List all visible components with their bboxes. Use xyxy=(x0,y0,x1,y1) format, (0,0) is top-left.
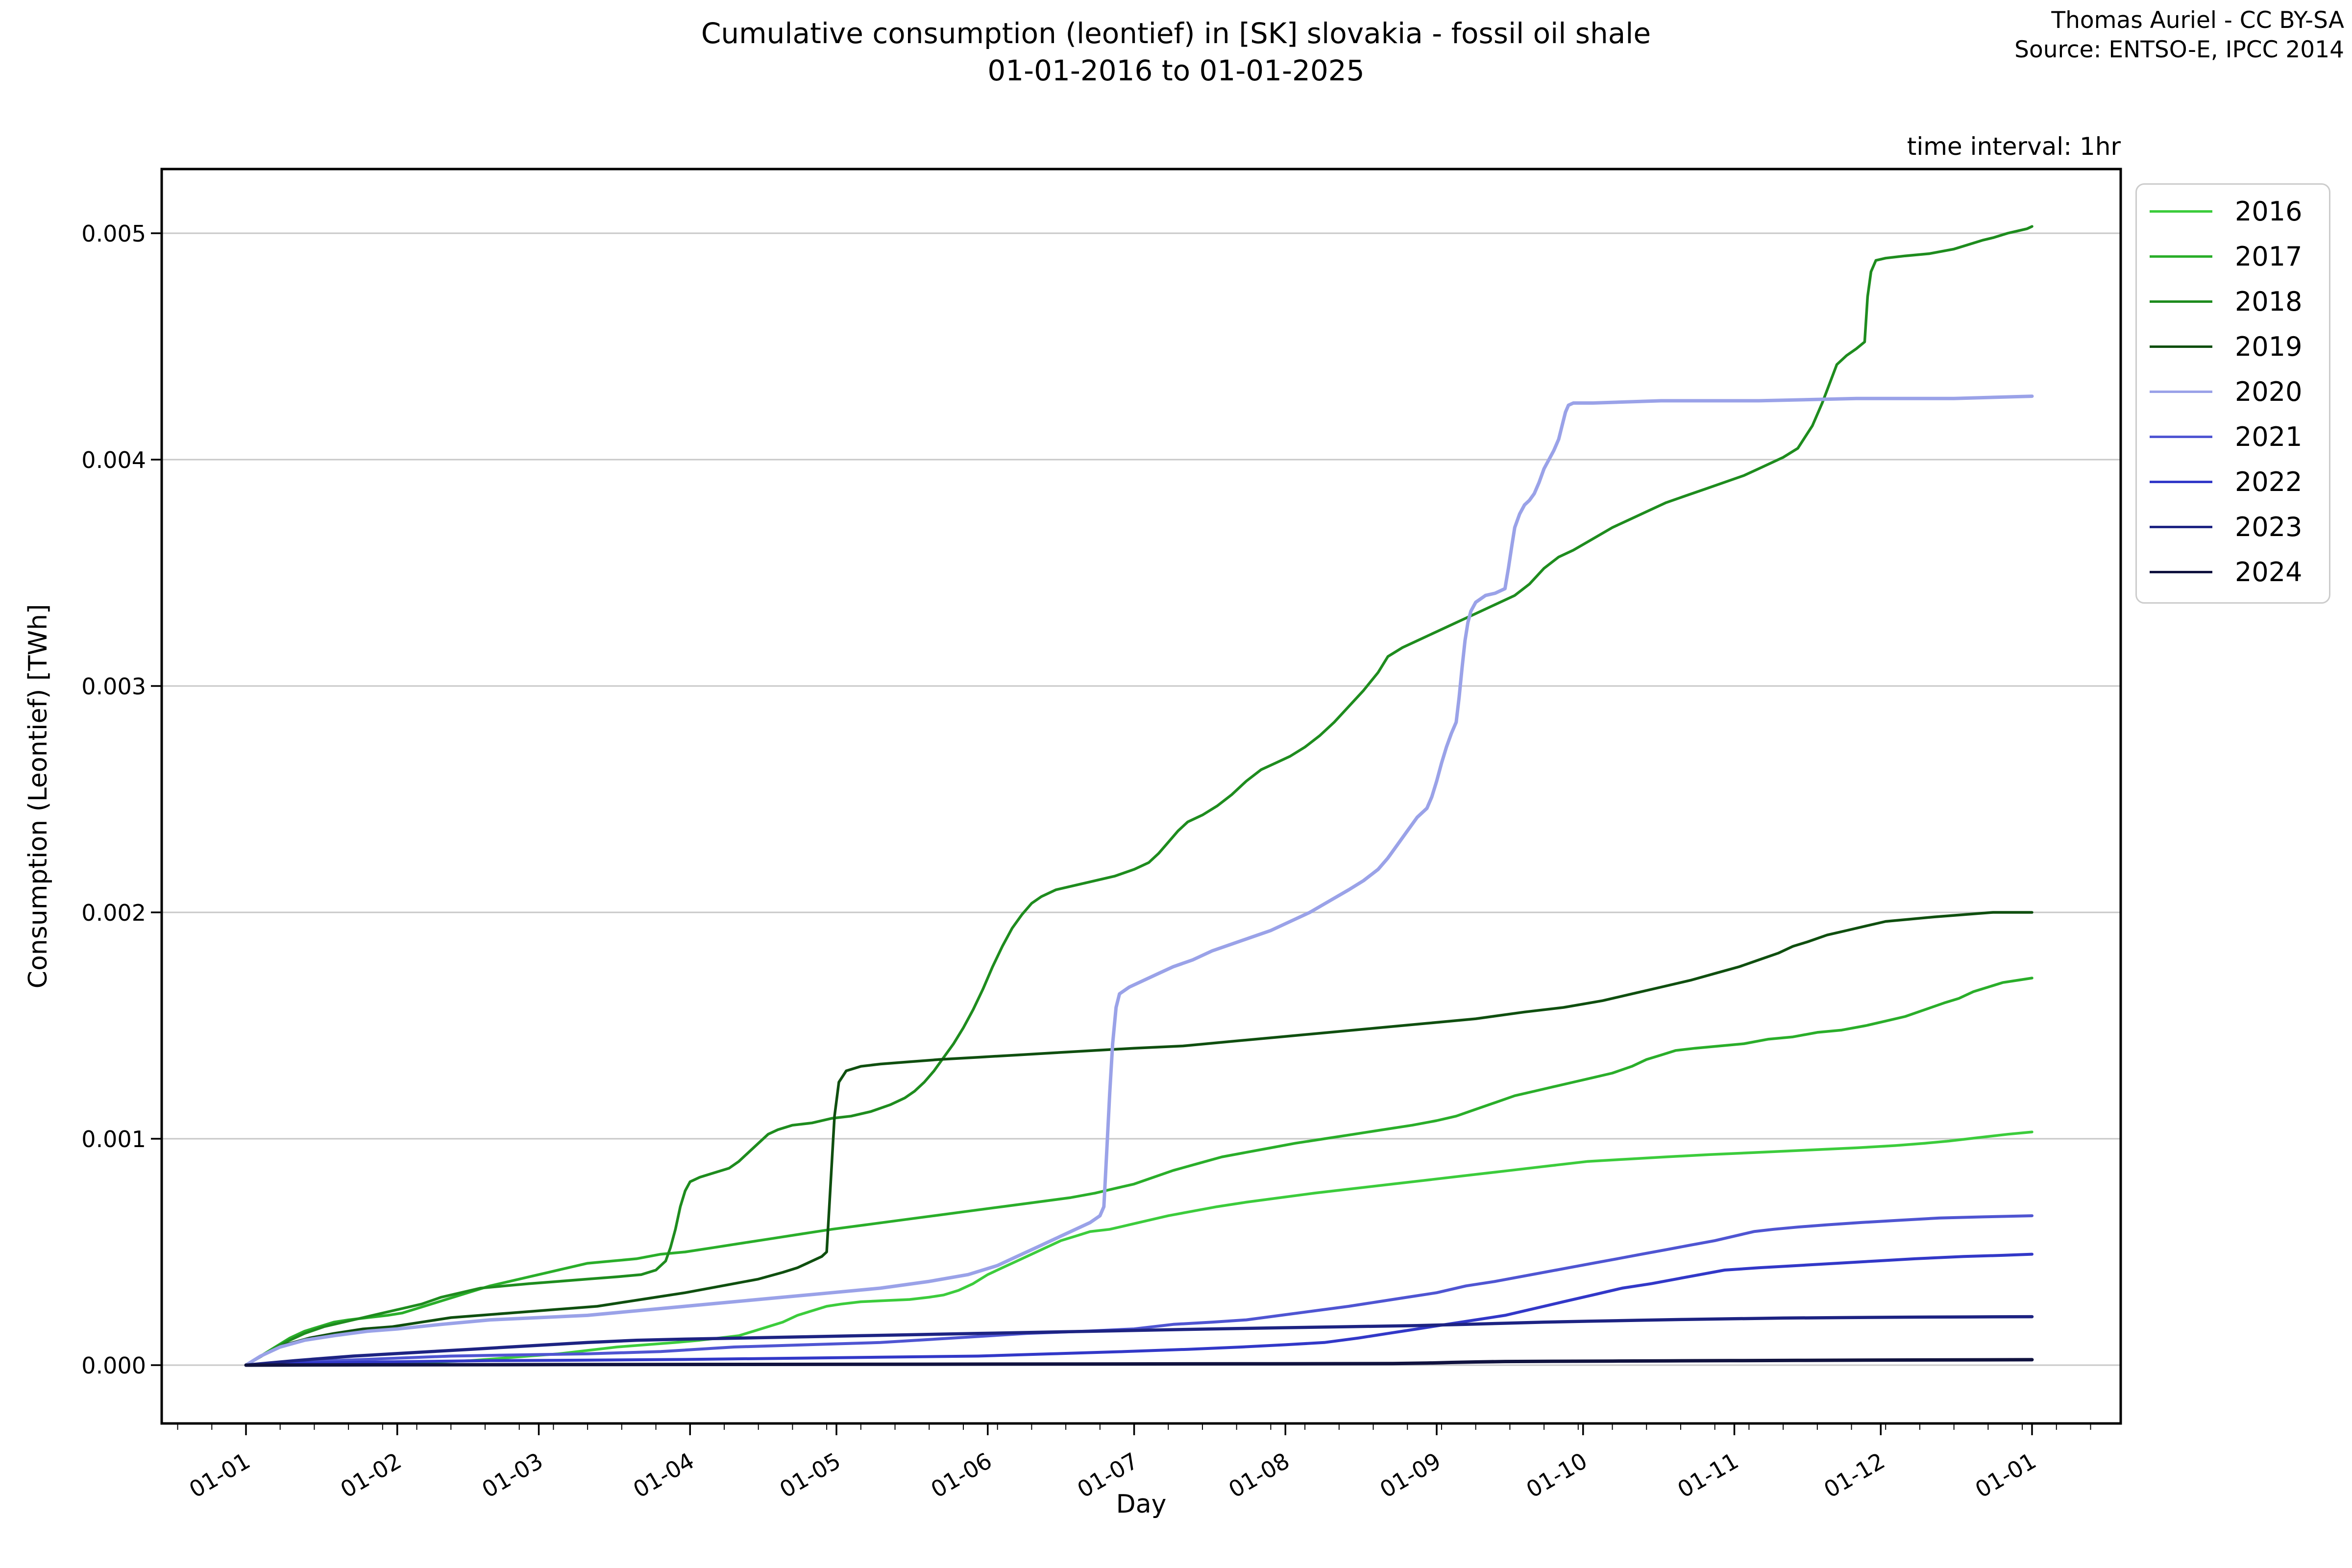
series-line-2023 xyxy=(244,1315,2034,1367)
series-line-2020 xyxy=(244,394,2034,1367)
legend-label: 2024 xyxy=(2235,556,2303,588)
plot-border xyxy=(160,168,2122,1425)
x-tick-label: 01-05 xyxy=(775,1447,845,1503)
attribution-author: Thomas Auriel - CC BY-SA xyxy=(2051,7,2344,34)
legend-item-2022: 2022 xyxy=(2150,459,2329,504)
y-tick-label: 0.005 xyxy=(81,220,146,247)
y-tick-label: 0.004 xyxy=(81,447,146,473)
x-tick-label: 01-04 xyxy=(629,1447,699,1503)
chart-title-line2: 01-01-2016 to 01-01-2025 xyxy=(987,54,1365,87)
x-tick-label: 01-07 xyxy=(1073,1447,1143,1503)
chart-title: Cumulative consumption (leontief) in [SK… xyxy=(0,15,2352,89)
legend-label: 2022 xyxy=(2235,466,2303,497)
legend-label: 2021 xyxy=(2235,421,2303,452)
series-line-2021 xyxy=(245,1214,2034,1367)
x-tick-label: 01-01 xyxy=(185,1447,255,1503)
legend: 2016 2017 2018 2019 2020 2021 2022 2023 2024 xyxy=(2135,183,2330,604)
x-tick-label: 01-12 xyxy=(1819,1447,1889,1503)
legend-item-2019: 2019 xyxy=(2150,324,2329,369)
legend-line-swatch xyxy=(2150,570,2212,573)
legend-label: 2016 xyxy=(2235,196,2303,227)
legend-item-2016: 2016 xyxy=(2150,189,2329,234)
legend-item-2017: 2017 xyxy=(2150,234,2329,279)
attribution: Thomas Auriel - CC BY-SA Source: ENTSO-E… xyxy=(2014,6,2344,65)
legend-line-swatch xyxy=(2150,345,2212,348)
legend-line-swatch xyxy=(2150,435,2212,438)
legend-item-2024: 2024 xyxy=(2150,549,2329,594)
series-line-2024 xyxy=(244,1358,2034,1367)
y-tick-label: 0.001 xyxy=(81,1126,146,1152)
legend-item-2018: 2018 xyxy=(2150,279,2329,324)
legend-line-swatch xyxy=(2150,525,2212,528)
x-tick-label: 01-11 xyxy=(1673,1447,1743,1503)
y-tick-label: 0.000 xyxy=(81,1352,146,1379)
legend-line-swatch xyxy=(2150,300,2212,303)
legend-label: 2018 xyxy=(2235,286,2303,317)
x-tick-label: 01-09 xyxy=(1375,1447,1446,1503)
legend-line-swatch xyxy=(2150,255,2212,258)
y-tick-label: 0.003 xyxy=(81,673,146,700)
x-tick-label: 01-08 xyxy=(1224,1447,1294,1503)
legend-line-swatch xyxy=(2150,210,2212,213)
series-line-2022 xyxy=(245,1252,2034,1367)
x-tick-label: 01-01 xyxy=(1971,1447,2041,1503)
x-axis-label: Day xyxy=(1116,1490,1167,1519)
chart-title-line1: Cumulative consumption (leontief) in [SK… xyxy=(701,17,1651,50)
x-tick-label: 01-02 xyxy=(336,1447,406,1503)
time-interval-note: time interval: 1hr xyxy=(1907,132,2121,161)
legend-line-swatch xyxy=(2150,480,2212,483)
legend-label: 2019 xyxy=(2235,331,2303,362)
y-tick-label: 0.002 xyxy=(81,900,146,926)
legend-label: 2017 xyxy=(2235,241,2303,272)
series-line-2019 xyxy=(245,911,2034,1367)
series-line-2016 xyxy=(245,1130,2034,1367)
series-line-2018 xyxy=(245,225,2034,1367)
attribution-source: Source: ENTSO-E, IPCC 2014 xyxy=(2014,36,2344,63)
legend-item-2023: 2023 xyxy=(2150,504,2329,549)
legend-item-2020: 2020 xyxy=(2150,369,2329,414)
x-tick-label: 01-10 xyxy=(1522,1447,1592,1503)
legend-line-swatch xyxy=(2150,390,2212,393)
x-tick-label: 01-03 xyxy=(477,1447,547,1503)
legend-label: 2020 xyxy=(2235,376,2303,407)
series-line-2017 xyxy=(245,977,2034,1367)
legend-item-2021: 2021 xyxy=(2150,414,2329,459)
x-tick-label: 01-06 xyxy=(927,1447,997,1503)
legend-label: 2023 xyxy=(2235,511,2303,542)
